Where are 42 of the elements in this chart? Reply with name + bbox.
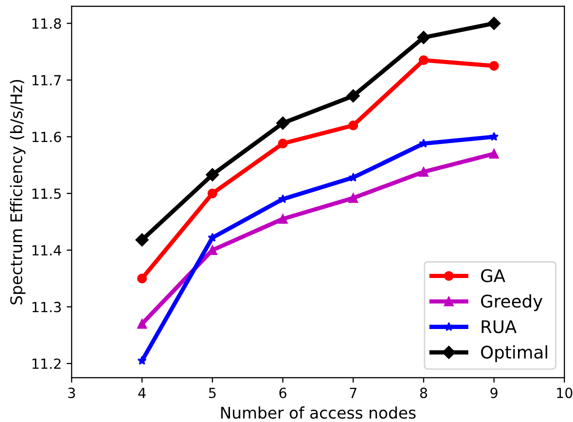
point: [489, 148, 499, 159]
legend-label: GA: [481, 269, 506, 282]
y-axis-title: Spectrum Efficiency (b/s/Hz): [10, 80, 26, 304]
point: [208, 245, 218, 255]
x-axis-title: Number of access nodes: [221, 406, 416, 419]
y-tick-label: 11.8: [32, 18, 61, 29]
point: [278, 138, 288, 148]
y-tick-label: 11.5: [32, 188, 61, 199]
y-tick-label: 11.7: [32, 75, 61, 86]
y-tick-label: 11.2: [32, 358, 61, 369]
x-tick-label: 4: [138, 388, 146, 398]
x-tick-label: 5: [209, 388, 216, 398]
point: [487, 16, 501, 30]
legend-label: Optimal: [481, 345, 548, 362]
x-tick-label: 10: [557, 388, 572, 398]
point: [418, 167, 428, 177]
legend-label: RUA: [482, 320, 517, 334]
x-tick-label: 6: [279, 388, 286, 398]
point: [278, 214, 288, 224]
x-tick-label: 3: [68, 388, 75, 398]
point: [417, 30, 430, 44]
point: [137, 356, 147, 365]
point: [489, 132, 499, 141]
point: [137, 318, 147, 329]
point: [346, 89, 360, 102]
point: [418, 138, 428, 148]
point: [348, 193, 358, 203]
point: [135, 233, 149, 247]
y-tick-label: 11.3: [32, 302, 61, 312]
x-tick-label: 7: [350, 388, 356, 398]
legend-label: Greedy: [481, 294, 542, 312]
point: [206, 168, 220, 182]
point: [276, 116, 290, 130]
point: [418, 55, 428, 66]
point: [348, 120, 358, 130]
point: [489, 61, 499, 71]
y-tick-label: 11.4: [32, 245, 62, 256]
y-tick-label: 11.6: [32, 132, 62, 142]
point: [208, 188, 218, 198]
x-tick-label: 9: [490, 388, 498, 398]
x-tick-label: 8: [420, 388, 428, 398]
point: [137, 274, 147, 284]
